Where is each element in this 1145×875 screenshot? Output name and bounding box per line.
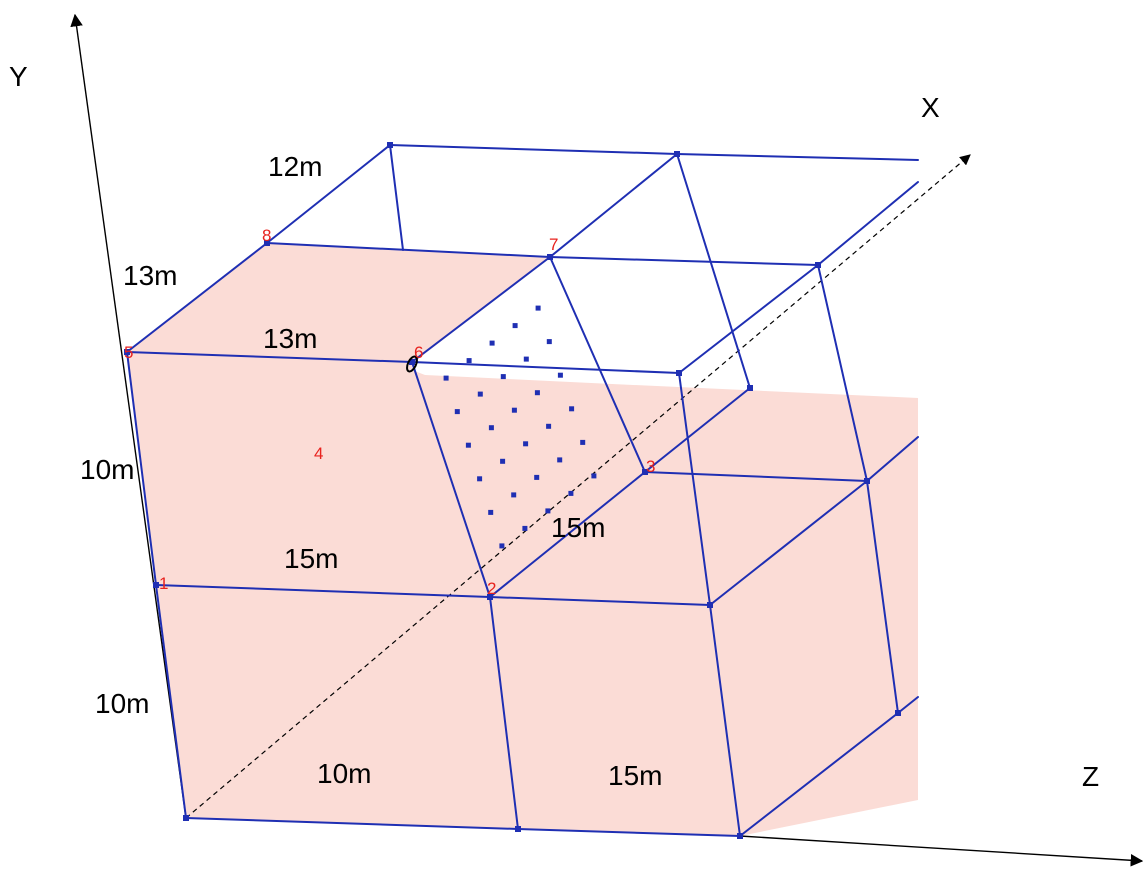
dim-label-slope-depth: 15m	[551, 512, 605, 543]
face-point	[534, 390, 540, 396]
face-point	[511, 407, 517, 413]
face-point	[488, 509, 494, 515]
face-point	[443, 375, 449, 381]
face-point-grid	[443, 305, 597, 549]
face-point	[535, 305, 541, 311]
axis-label-z: Z	[1082, 761, 1099, 792]
domain-fill	[127, 243, 918, 836]
face-point	[488, 425, 494, 431]
node-label-4: 4	[314, 444, 323, 463]
node-label-5: 5	[124, 343, 133, 362]
dim-label-mid-width: 15m	[284, 543, 338, 574]
face-point	[454, 409, 460, 415]
face-point	[466, 358, 472, 364]
node-6-marker	[406, 355, 418, 373]
node-label-8: 8	[262, 226, 271, 245]
axis-label-x: X	[921, 92, 940, 123]
face-point	[557, 372, 563, 378]
node-label-7: 7	[549, 235, 558, 254]
face-point	[569, 406, 575, 412]
node-label-6: 6	[414, 343, 423, 362]
face-point	[546, 423, 552, 429]
node-label-2: 2	[487, 579, 496, 598]
node-label-1: 1	[159, 574, 168, 593]
face-point	[465, 442, 471, 448]
face-point	[546, 339, 552, 345]
face-point	[557, 457, 563, 463]
dim-label-bottom-right-width: 15m	[608, 760, 662, 791]
face-point	[477, 391, 483, 397]
dim-label-top-depth: 12m	[268, 151, 322, 182]
face-point	[477, 476, 483, 482]
face-point	[499, 543, 505, 549]
y-axis	[70, 13, 187, 819]
z-axis	[739, 835, 1144, 867]
face-point	[534, 474, 540, 480]
face-point	[500, 374, 506, 380]
x-axis	[185, 154, 971, 819]
face-point	[512, 323, 518, 329]
dim-label-top-width: 13m	[263, 323, 317, 354]
dim-label-left-depth: 13m	[123, 260, 177, 291]
mesh-edges	[126, 144, 919, 837]
dim-label-lower-height: 10m	[95, 688, 149, 719]
face-point	[489, 340, 495, 346]
dim-label-bottom-width: 10m	[317, 758, 371, 789]
face-point	[522, 525, 528, 531]
axis-label-y: Y	[9, 61, 28, 92]
face-point	[523, 441, 529, 447]
face-point	[591, 473, 597, 479]
face-point	[523, 356, 529, 362]
mesh-nodes	[124, 142, 901, 839]
dim-label-upper-height: 10m	[80, 454, 134, 485]
face-point	[568, 490, 574, 496]
face-point	[500, 458, 506, 464]
face-point	[580, 439, 586, 445]
node-label-3: 3	[646, 457, 655, 476]
face-point	[545, 508, 551, 514]
face-point	[511, 492, 517, 498]
